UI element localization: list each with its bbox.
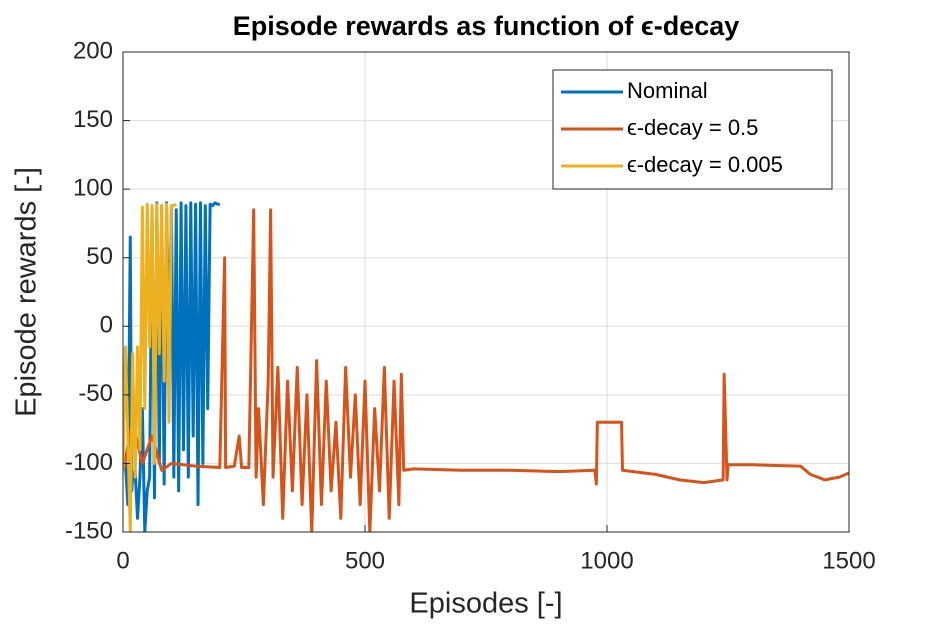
series-line (123, 208, 849, 532)
y-tick-label: -50 (78, 380, 113, 407)
y-tick-label: 50 (86, 243, 113, 270)
chart-title: Episode rewards as function of ϵ-decay (233, 11, 740, 41)
y-tick-label: 200 (73, 37, 113, 64)
y-axis-label: Episode rewards [-] (11, 167, 43, 417)
legend-label: ϵ-decay = 0.005 (627, 152, 783, 177)
lines (123, 201, 849, 532)
legend-label: ϵ-decay = 0.5 (627, 115, 758, 140)
x-tick-label: 500 (345, 547, 385, 574)
y-tick-label: -150 (65, 517, 113, 544)
x-tick-label: 1000 (580, 547, 633, 574)
x-tick-label: 0 (116, 547, 129, 574)
x-tick-label: 1500 (822, 547, 875, 574)
series-line (123, 202, 177, 532)
y-tick-label: 100 (73, 174, 113, 201)
y-tick-label: -100 (65, 449, 113, 476)
x-axis-label: Episodes [-] (409, 588, 562, 620)
legend-label: Nominal (627, 78, 708, 103)
legend: Nominal ϵ-decay = 0.5 ϵ-decay = 0.005 (552, 69, 833, 190)
y-tick-label: 0 (100, 312, 113, 339)
axes-box (122, 51, 850, 533)
y-tick-label: 150 (73, 106, 113, 133)
ticks: 0 500 1000 1500 -150 -100 -50 0 50 100 150 200 (65, 37, 876, 574)
